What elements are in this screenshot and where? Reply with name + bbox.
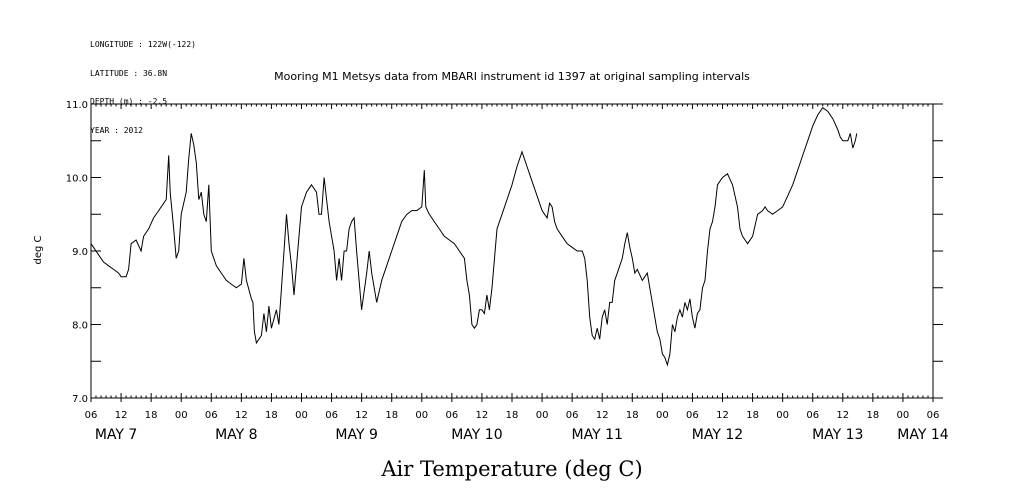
x-tick-label: 00 <box>776 410 789 421</box>
x-tick-label: 12 <box>836 410 849 421</box>
x-tick-label: 18 <box>145 410 158 421</box>
x-tick-label: 06 <box>445 410 458 421</box>
series-line-air-temperature <box>90 106 858 367</box>
y-tick-label: 7.0 <box>72 394 88 405</box>
metadata-block: LONGITUDE : 122W(-122) LATITUDE : 36.8N … <box>90 21 196 145</box>
x-tick-label: 00 <box>175 410 188 421</box>
x-tick-label: 06 <box>205 410 218 421</box>
y-tick-label: 8.0 <box>72 321 88 332</box>
x-tick-label: 12 <box>716 410 729 421</box>
day-label: MAY 14 <box>897 427 948 443</box>
x-tick-label: 00 <box>897 410 910 421</box>
metadata-year: YEAR : 2012 <box>90 125 143 135</box>
day-label: MAY 13 <box>812 427 863 443</box>
day-label: MAY 11 <box>572 427 623 443</box>
x-tick-label: 00 <box>295 410 308 421</box>
x-axis-label: Air Temperature (deg C) <box>380 457 642 481</box>
x-tick-label: 18 <box>385 410 398 421</box>
x-tick-label: 06 <box>85 410 98 421</box>
axis-ticks <box>90 103 943 402</box>
x-tick-labels: 06 12 18 00 06 12 18 00 06 12 18 00 06 12 18 00 06 12 18 00… <box>85 410 940 421</box>
x-tick-label: 12 <box>596 410 609 421</box>
y-tick-label: 10.0 <box>66 174 88 185</box>
x-tick-label: 18 <box>265 410 278 421</box>
x-tick-label: 18 <box>626 410 639 421</box>
y-tick-label: 11.0 <box>66 100 88 111</box>
series-group <box>90 106 858 367</box>
x-tick-label: 06 <box>566 410 579 421</box>
x-tick-label: 18 <box>746 410 759 421</box>
day-label: MAY 7 <box>95 427 137 443</box>
y-tick-label: 9.0 <box>72 247 88 258</box>
x-tick-label: 06 <box>806 410 819 421</box>
x-tick-label: 12 <box>355 410 368 421</box>
x-tick-label: 00 <box>656 410 669 421</box>
x-tick-label: 18 <box>506 410 519 421</box>
x-tick-label: 12 <box>476 410 489 421</box>
x-tick-label: 06 <box>927 410 940 421</box>
x-tick-label: 06 <box>325 410 338 421</box>
y-tick-labels: 7.0 8.0 9.0 10.0 11.0 <box>66 100 88 405</box>
chart-title: Mooring M1 Metsys data from MBARI instru… <box>274 70 750 83</box>
x-tick-label: 18 <box>866 410 879 421</box>
metadata-longitude: LONGITUDE : 122W(-122) <box>90 40 196 49</box>
metadata-depth: DEPTH (m) : -2.5 <box>90 97 168 106</box>
x-tick-label: 00 <box>415 410 428 421</box>
day-labels: MAY 7 MAY 8 MAY 9 MAY 10 MAY 11 MAY 12 MAY 13 M… <box>95 427 949 443</box>
y-axis-label: deg C <box>33 235 44 264</box>
plot-frame <box>90 103 934 399</box>
x-tick-label: 12 <box>235 410 248 421</box>
x-tick-label: 12 <box>115 410 128 421</box>
day-label: MAY 12 <box>692 427 743 443</box>
day-label: MAY 10 <box>451 427 502 443</box>
day-label: MAY 9 <box>335 427 377 443</box>
metadata-latitude: LATITUDE : 36.8N <box>90 68 168 78</box>
x-tick-label: 00 <box>536 410 549 421</box>
x-tick-label: 06 <box>686 410 699 421</box>
day-label: MAY 8 <box>215 427 257 443</box>
